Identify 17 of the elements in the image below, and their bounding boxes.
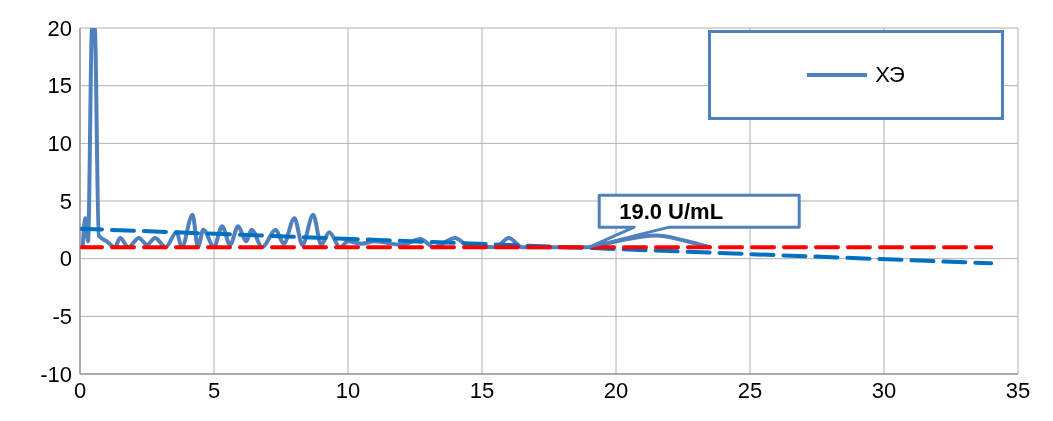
y-tick-label: 15 [47,73,72,99]
y-tick-label: -5 [52,304,72,330]
legend-frame: ХЭ [708,30,1004,120]
x-tick-label: 25 [737,377,763,403]
x-tick-label: 30 [871,377,897,403]
y-tick-label: 20 [47,15,72,41]
y-tick-label: 0 [59,246,72,272]
x-tick-label: 10 [335,377,361,403]
annotation: 19.0 U/mL [619,199,724,225]
x-tick-label: 5 [207,377,221,403]
y-tick-label: 10 [47,131,72,157]
x-tick-label: 15 [469,377,495,403]
x-tick-label: 20 [603,377,629,403]
legend-label: ХЭ [875,62,905,88]
x-tick-label: 35 [1005,377,1031,403]
y-tick-label: -10 [40,361,72,387]
y-tick-label: 5 [59,188,72,214]
